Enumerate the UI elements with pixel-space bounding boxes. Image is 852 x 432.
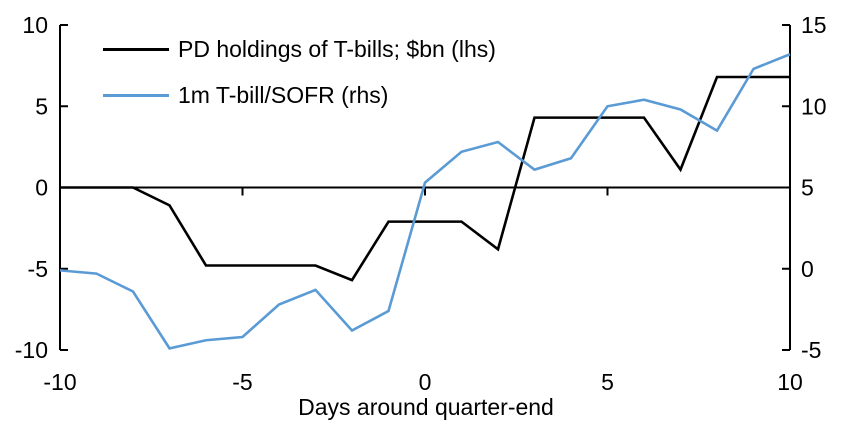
y-right-tick-label: 5 (801, 175, 814, 201)
y-left-tick-label: -10 (15, 337, 48, 363)
y-right-tick-label: 15 (801, 12, 827, 38)
y-right-tick-label: -5 (801, 337, 821, 363)
x-tick-label: 0 (419, 369, 432, 395)
y-left-tick-label: 0 (35, 175, 48, 201)
x-tick-label: 5 (601, 369, 614, 395)
y-right-tick-label: 0 (801, 256, 814, 282)
y-left-tick-label: -5 (28, 256, 48, 282)
x-tick-label: 10 (777, 369, 803, 395)
y-left-tick-label: 5 (35, 93, 48, 119)
series-line-tbill-sofr (59, 53, 791, 350)
x-tick-label: -10 (43, 369, 76, 395)
y-right-tick-label: 10 (801, 93, 827, 119)
series-line-pd-holdings (60, 75, 790, 282)
x-axis-title: Days around quarter-end (298, 394, 554, 420)
x-tick-label: -5 (232, 369, 252, 395)
y-left-tick-label: 10 (22, 12, 48, 38)
